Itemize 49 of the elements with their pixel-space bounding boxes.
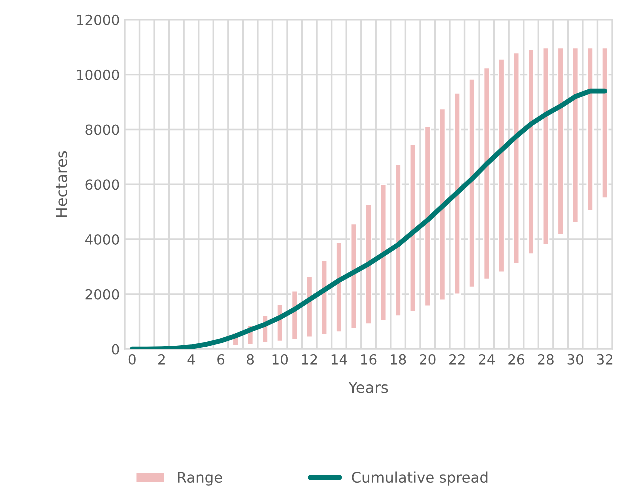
bar (586, 47, 594, 212)
bar (483, 67, 491, 280)
x-tick-label: 26 (508, 354, 524, 365)
bar (336, 242, 343, 333)
bar (468, 78, 476, 288)
bar (498, 58, 506, 274)
bar (380, 184, 388, 322)
y-tick-label: 0 (112, 344, 120, 355)
x-tick-label: 18 (390, 354, 406, 365)
bar (306, 276, 314, 338)
bar (528, 48, 535, 256)
bar (454, 92, 462, 296)
bar (438, 108, 446, 302)
x-tick-label: 14 (332, 354, 348, 365)
bar (424, 126, 432, 308)
y-tick-label: 2000 (86, 289, 120, 300)
y-axis-title: Hectares (56, 151, 68, 218)
x-tick-label: 32 (597, 354, 613, 365)
x-tick-label: 2 (158, 354, 165, 365)
x-tick-label: 20 (420, 354, 436, 365)
bar (572, 47, 580, 224)
x-tick-label: 0 (128, 354, 136, 365)
bar (365, 204, 372, 326)
x-tick-label: 22 (450, 354, 465, 365)
x-tick-label: 30 (568, 354, 584, 365)
y-tick-label: 8000 (86, 124, 120, 136)
y-tick-label: 12000 (77, 14, 120, 26)
x-tick-label: 28 (538, 354, 554, 365)
bar (601, 47, 609, 200)
bar (350, 223, 358, 330)
x-axis-title: Years (348, 382, 388, 394)
y-tick-label: 10000 (77, 70, 120, 80)
x-tick-label: 16 (361, 354, 377, 365)
x-tick-label: 24 (479, 354, 495, 365)
x-tick-label: 10 (272, 354, 288, 365)
x-tick-label: 12 (302, 354, 318, 365)
x-tick-label: 8 (247, 354, 254, 365)
bar (394, 164, 402, 318)
x-tick-label: 6 (218, 354, 225, 365)
line-series (130, 88, 608, 350)
x-tick-label: 4 (188, 354, 196, 365)
bar (512, 52, 520, 264)
y-tick-label: 6000 (86, 180, 120, 190)
legend-label: Cumulative spread (352, 472, 488, 486)
bar (409, 144, 417, 312)
bar (557, 47, 564, 236)
bar (542, 47, 550, 246)
legend-label: Range (178, 472, 222, 486)
y-tick-label: 4000 (85, 234, 120, 245)
